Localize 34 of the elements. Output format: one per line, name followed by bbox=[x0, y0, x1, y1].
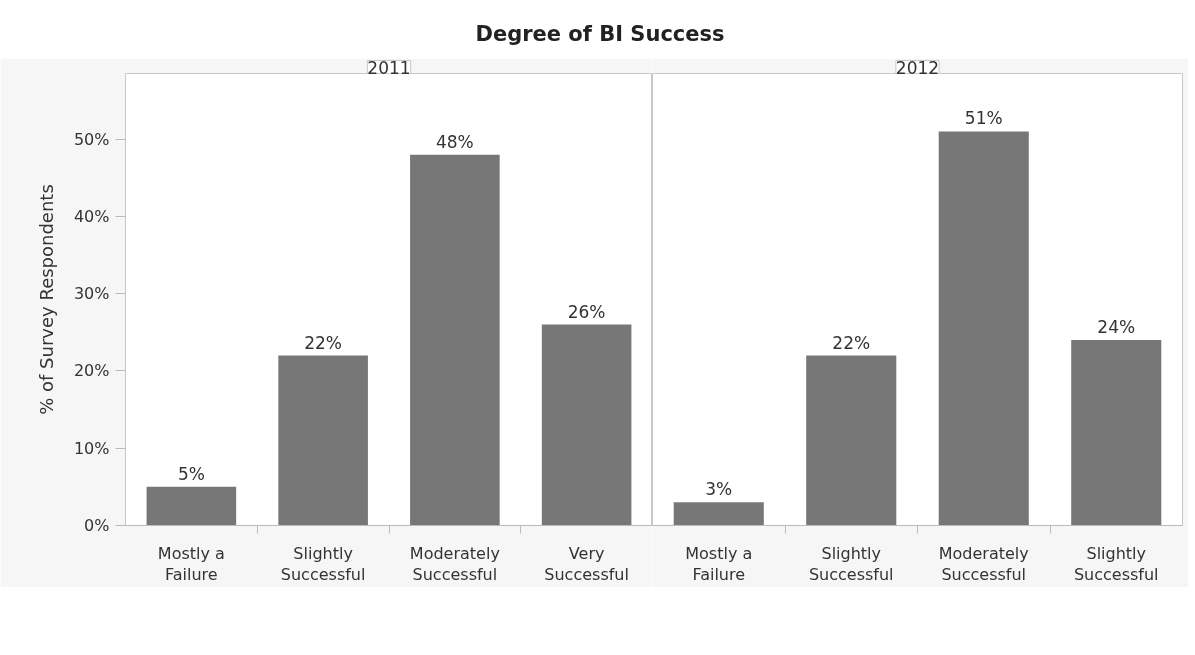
y-tick-label: 50% bbox=[73, 129, 110, 149]
x-tick-label: Slightly Successful bbox=[1073, 543, 1159, 585]
x-tick-label: Slightly Successful bbox=[808, 543, 894, 585]
data-label: 26% bbox=[567, 301, 606, 322]
data-label: 3% bbox=[705, 479, 733, 500]
data-label: 22% bbox=[832, 332, 871, 353]
bar bbox=[541, 324, 632, 526]
bar bbox=[410, 154, 500, 526]
y-axis-title: % of Survey Respondents bbox=[35, 184, 57, 415]
x-tick-label: Slightly Successful bbox=[280, 543, 366, 585]
chart-subtitle: 2011 bbox=[367, 57, 411, 78]
x-tick-label: Mostly a Failure bbox=[685, 543, 753, 585]
data-label: 24% bbox=[1097, 317, 1136, 338]
x-tick-label: Very Successful bbox=[544, 543, 629, 585]
data-label: 48% bbox=[435, 131, 474, 152]
chart-title: Degree of BI Success bbox=[475, 21, 725, 48]
bar bbox=[806, 355, 897, 526]
y-tick-label: 40% bbox=[73, 206, 110, 226]
y-tick-label: 10% bbox=[73, 438, 110, 458]
y-tick-label: 0% bbox=[84, 516, 110, 535]
y-tick-label: 20% bbox=[73, 361, 110, 381]
bar bbox=[1071, 340, 1162, 526]
bar bbox=[938, 131, 1029, 526]
data-label: 51% bbox=[964, 108, 1003, 129]
chart-subtitle: 2012 bbox=[895, 57, 940, 78]
bar bbox=[146, 486, 237, 526]
x-tick-label: Moderately Successful bbox=[938, 543, 1029, 585]
y-tick-label: 30% bbox=[73, 284, 110, 304]
data-label: 22% bbox=[304, 332, 343, 353]
x-tick-label: Mostly a Failure bbox=[157, 543, 225, 585]
bar bbox=[278, 355, 368, 526]
data-label: 5% bbox=[177, 463, 205, 484]
x-tick-label: Moderately Successful bbox=[409, 543, 500, 585]
bar bbox=[673, 502, 764, 526]
